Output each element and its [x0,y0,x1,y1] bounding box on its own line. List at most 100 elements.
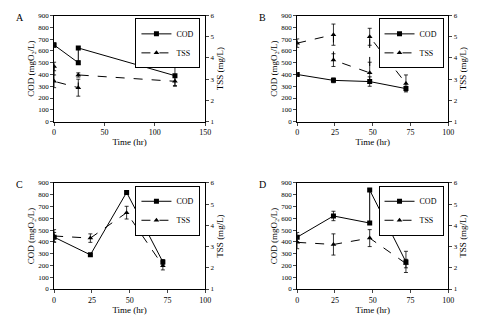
svg-text:A: A [16,12,24,23]
svg-text:700: 700 [281,203,292,211]
svg-text:5: 5 [211,33,215,41]
svg-text:0: 0 [45,118,49,126]
svg-text:600: 600 [281,215,292,223]
svg-text:500: 500 [38,227,49,235]
svg-text:TSS (mg/L): TSS (mg/L) [458,214,468,257]
svg-text:3: 3 [211,243,215,251]
svg-text:4: 4 [454,222,458,230]
svg-text:TSS: TSS [420,216,434,225]
svg-text:100: 100 [38,106,49,114]
svg-text:4: 4 [211,222,215,230]
svg-text:1: 1 [211,118,215,126]
svg-text:400: 400 [281,71,292,79]
svg-text:2: 2 [211,264,215,272]
svg-text:400: 400 [38,71,49,79]
svg-text:50: 50 [100,128,108,137]
svg-text:COD (mgO₂/L): COD (mgO₂/L) [26,40,36,96]
svg-text:700: 700 [281,36,292,44]
svg-text:25: 25 [331,296,339,305]
svg-text:B: B [259,12,266,23]
svg-text:100: 100 [281,274,292,282]
svg-text:100: 100 [281,106,292,114]
svg-text:900: 900 [281,179,292,187]
svg-text:75: 75 [406,128,414,137]
svg-text:4: 4 [211,54,215,62]
svg-text:500: 500 [281,227,292,235]
svg-text:200: 200 [38,262,49,270]
svg-text:2: 2 [454,264,458,272]
svg-text:25: 25 [331,128,339,137]
svg-text:900: 900 [281,12,292,20]
svg-text:800: 800 [38,24,49,32]
svg-text:Time (hr): Time (hr) [112,137,146,147]
svg-text:2: 2 [454,97,458,105]
svg-text:100: 100 [199,296,211,305]
svg-text:75: 75 [406,296,414,305]
svg-text:3: 3 [211,76,215,84]
svg-text:Time (hr): Time (hr) [356,137,390,147]
svg-text:100: 100 [38,274,49,282]
svg-text:0: 0 [45,285,49,293]
svg-text:200: 200 [281,94,292,102]
svg-text:200: 200 [38,94,49,102]
svg-text:50: 50 [369,296,377,305]
svg-text:200: 200 [281,262,292,270]
svg-text:0: 0 [52,128,56,137]
svg-text:25: 25 [88,296,96,305]
svg-text:TSS: TSS [176,216,190,225]
svg-text:COD (mgO₂/L): COD (mgO₂/L) [269,208,279,264]
svg-text:900: 900 [38,12,49,20]
svg-text:C: C [16,179,23,190]
svg-text:6: 6 [454,179,458,187]
svg-text:0: 0 [52,296,56,305]
svg-text:700: 700 [38,36,49,44]
svg-text:100: 100 [149,128,161,137]
svg-text:600: 600 [38,215,49,223]
svg-text:D: D [259,179,266,190]
svg-text:700: 700 [38,203,49,211]
svg-text:300: 300 [281,83,292,91]
svg-text:800: 800 [38,191,49,199]
svg-text:0: 0 [295,296,299,305]
svg-text:5: 5 [454,33,458,41]
svg-text:0: 0 [288,118,292,126]
svg-text:TSS: TSS [176,49,190,58]
svg-text:600: 600 [38,47,49,55]
svg-text:COD (mgO₂/L): COD (mgO₂/L) [26,208,36,264]
svg-text:Time (hr): Time (hr) [356,305,390,315]
svg-text:3: 3 [454,76,458,84]
svg-text:0: 0 [288,285,292,293]
svg-text:COD: COD [176,30,193,39]
svg-text:5: 5 [211,201,215,209]
svg-text:50: 50 [126,296,134,305]
svg-text:600: 600 [281,47,292,55]
svg-text:COD: COD [176,197,193,206]
svg-text:75: 75 [163,296,171,305]
svg-text:1: 1 [454,285,458,293]
svg-text:TSS (mg/L): TSS (mg/L) [215,47,225,90]
svg-text:6: 6 [211,179,215,187]
svg-text:3: 3 [454,243,458,251]
svg-text:5: 5 [454,201,458,209]
svg-text:500: 500 [38,59,49,67]
svg-text:2: 2 [211,97,215,105]
svg-text:6: 6 [454,12,458,20]
svg-text:800: 800 [281,24,292,32]
svg-text:900: 900 [38,179,49,187]
svg-text:COD (mgO₂/L): COD (mgO₂/L) [269,40,279,96]
svg-text:4: 4 [454,54,458,62]
svg-text:Time (hr): Time (hr) [112,305,146,315]
svg-text:50: 50 [369,128,377,137]
svg-text:100: 100 [442,296,454,305]
svg-text:400: 400 [38,238,49,246]
svg-text:400: 400 [281,238,292,246]
svg-text:COD: COD [420,30,437,39]
svg-text:1: 1 [211,285,215,293]
svg-text:500: 500 [281,59,292,67]
svg-text:TSS (mg/L): TSS (mg/L) [458,47,468,90]
svg-text:TSS: TSS [420,49,434,58]
svg-text:6: 6 [211,12,215,20]
svg-text:300: 300 [38,250,49,258]
svg-text:300: 300 [38,83,49,91]
svg-text:150: 150 [199,128,211,137]
